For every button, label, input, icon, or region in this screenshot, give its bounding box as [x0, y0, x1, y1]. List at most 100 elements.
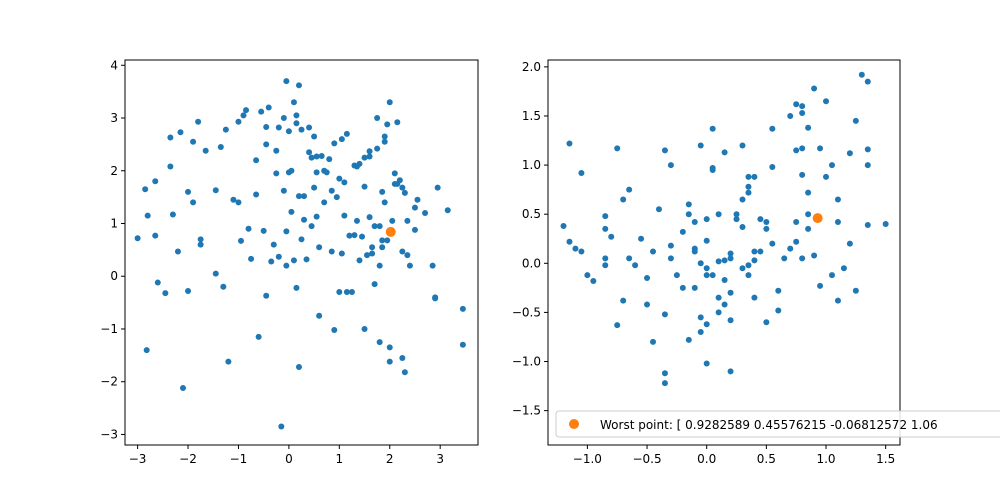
data-point — [632, 262, 639, 269]
data-point — [757, 216, 764, 223]
data-point — [411, 226, 418, 233]
data-point — [781, 255, 788, 262]
data-point — [379, 244, 386, 251]
data-point — [162, 290, 169, 297]
data-point — [321, 199, 328, 206]
data-point — [348, 289, 355, 296]
data-point — [679, 228, 686, 235]
data-point — [775, 307, 782, 314]
data-point — [667, 162, 674, 169]
data-point — [295, 193, 302, 200]
data-point — [308, 223, 315, 230]
data-point — [301, 216, 308, 223]
data-point — [602, 255, 609, 262]
x-tick-label: −0.5 — [632, 452, 661, 466]
data-point — [336, 289, 343, 296]
data-point — [404, 252, 411, 259]
axes-frame — [124, 59, 479, 446]
data-point — [685, 211, 692, 218]
data-point — [811, 85, 818, 92]
data-point — [626, 186, 633, 193]
data-point — [212, 187, 219, 194]
data-point — [308, 154, 315, 161]
data-point — [828, 162, 835, 169]
data-point — [240, 112, 247, 119]
data-point — [429, 262, 436, 269]
data-point — [298, 236, 305, 243]
data-point — [283, 228, 290, 235]
data-point — [745, 272, 752, 279]
data-point — [364, 252, 371, 259]
data-point — [727, 289, 734, 296]
data-point — [253, 157, 260, 164]
data-point — [359, 233, 366, 240]
data-point — [620, 196, 627, 203]
data-point — [353, 217, 360, 224]
data-point — [626, 255, 633, 262]
data-point — [661, 147, 668, 154]
data-point — [620, 297, 627, 304]
data-point — [406, 262, 413, 269]
data-point — [823, 173, 830, 180]
data-point — [715, 258, 722, 265]
data-point — [293, 284, 300, 291]
data-point — [745, 262, 752, 269]
data-point — [328, 187, 335, 194]
legend: Worst point: [ 0.9282589 0.45576215 -0.0… — [555, 410, 1000, 438]
x-tick-label: 0.0 — [697, 452, 716, 466]
data-point — [614, 322, 621, 329]
data-point — [864, 162, 871, 169]
data-point — [386, 99, 393, 106]
data-point — [590, 277, 597, 284]
data-point — [391, 170, 398, 177]
y-tick-label: 0.0 — [522, 256, 541, 270]
data-point — [369, 250, 376, 257]
data-point — [650, 338, 657, 345]
data-point — [230, 196, 237, 203]
data-point — [167, 163, 174, 170]
data-point — [733, 211, 740, 218]
data-point — [661, 370, 668, 377]
data-point — [727, 250, 734, 257]
data-point — [268, 258, 275, 265]
data-point — [661, 380, 668, 387]
data-point — [709, 272, 716, 279]
data-point — [401, 369, 408, 376]
data-point — [703, 360, 710, 367]
data-point — [769, 164, 776, 171]
data-point — [697, 142, 704, 149]
data-point — [602, 213, 609, 220]
data-point — [757, 248, 764, 255]
data-point — [661, 311, 668, 318]
data-point — [751, 294, 758, 301]
data-point — [763, 225, 770, 232]
data-point — [763, 319, 770, 326]
data-point — [278, 423, 285, 430]
x-tick-label: −2 — [179, 452, 197, 466]
x-tick-label: −1 — [230, 452, 248, 466]
data-point — [715, 294, 722, 301]
data-point — [313, 213, 320, 220]
data-point — [572, 245, 579, 252]
y-tick-label: 4 — [110, 58, 118, 72]
data-point — [614, 145, 621, 152]
data-point — [273, 170, 280, 177]
data-point — [217, 144, 224, 151]
data-point — [444, 207, 451, 214]
data-point — [434, 184, 441, 191]
data-point — [691, 284, 698, 291]
y-tick-label: −1.0 — [512, 355, 541, 369]
data-point — [326, 156, 333, 163]
data-point — [381, 138, 388, 145]
data-point — [152, 232, 159, 239]
data-point — [235, 199, 242, 206]
data-point — [174, 248, 181, 255]
data-point — [432, 295, 439, 302]
data-point — [179, 385, 186, 392]
data-point — [303, 256, 310, 263]
data-point — [195, 118, 202, 125]
data-point — [235, 118, 242, 125]
y-tick-label: 1 — [110, 216, 118, 230]
data-point — [769, 125, 776, 132]
